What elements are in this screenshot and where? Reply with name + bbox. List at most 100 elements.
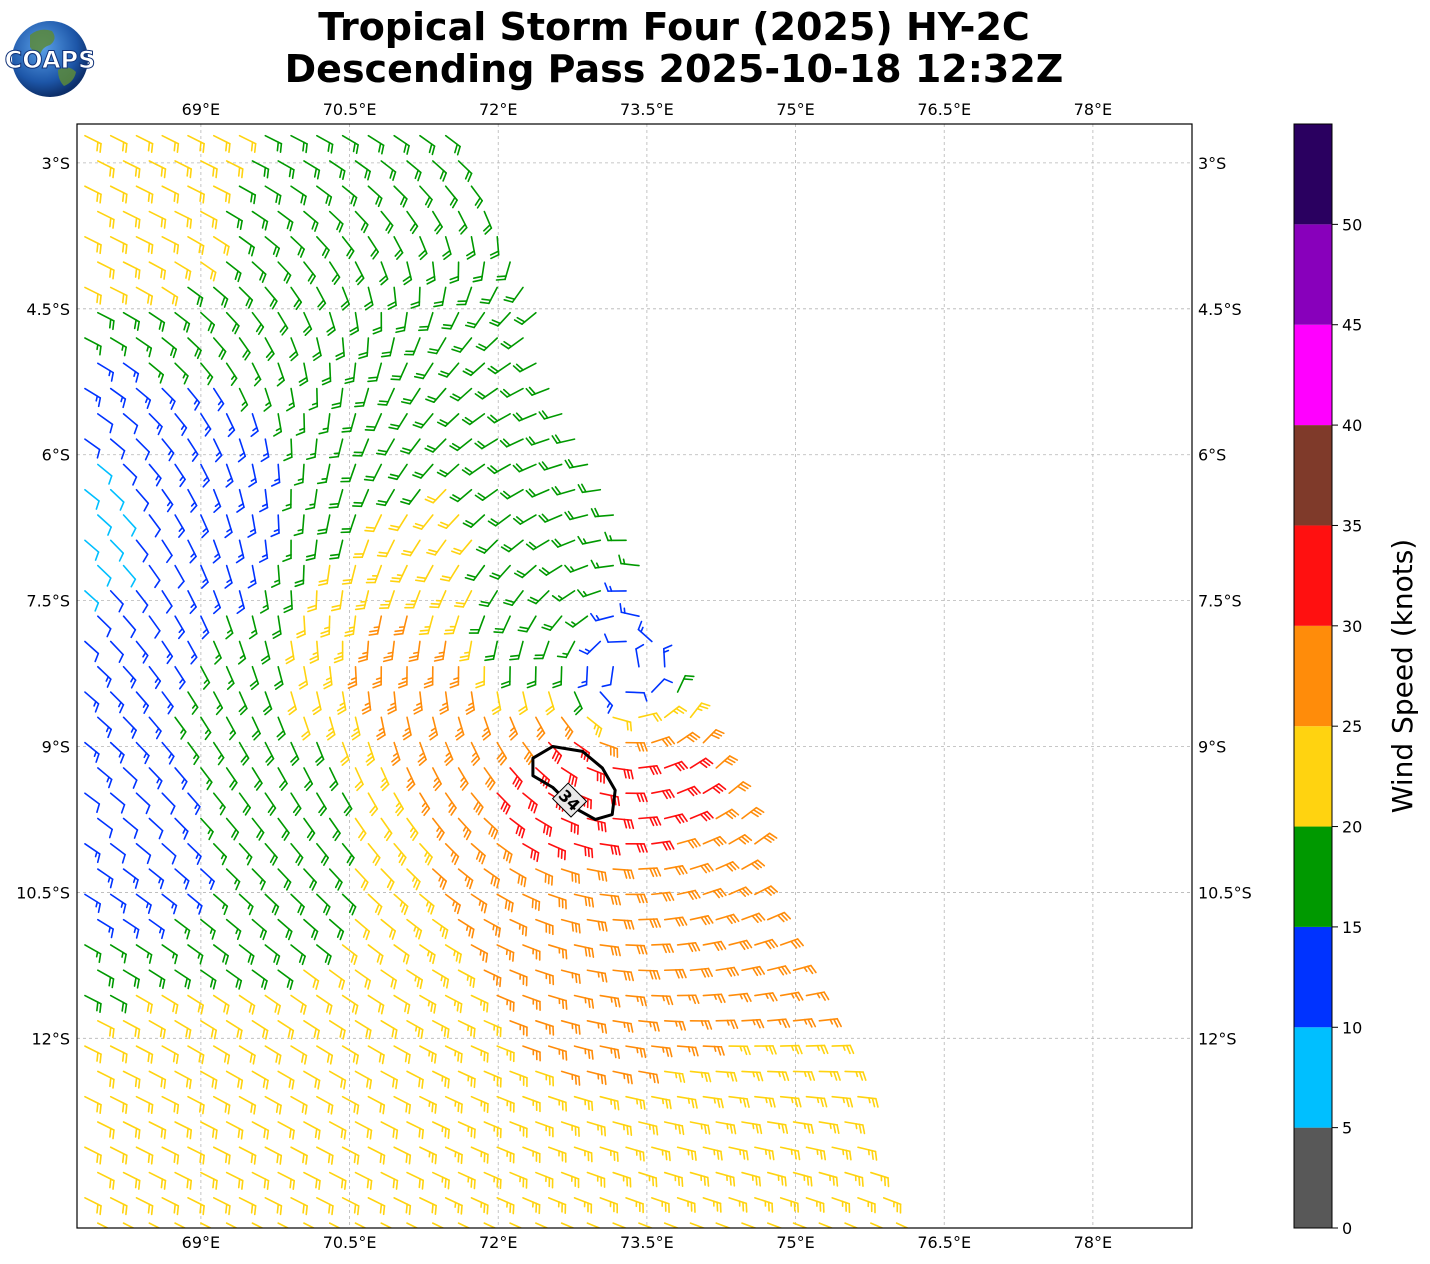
wind-barb xyxy=(341,564,357,585)
wind-barb xyxy=(844,1070,867,1081)
barb-half-feather xyxy=(220,853,225,860)
wind-barb xyxy=(509,918,528,937)
barb-feather xyxy=(389,169,394,179)
barb-feather xyxy=(444,1076,447,1088)
barb-feather xyxy=(587,896,591,907)
wind-barb xyxy=(326,716,336,741)
barb-feather xyxy=(639,742,645,752)
wind-barb xyxy=(612,868,635,880)
wind-barb xyxy=(715,1070,738,1082)
barb-feather xyxy=(392,758,401,766)
barb-half-feather xyxy=(337,651,344,655)
barb-feather xyxy=(342,303,350,311)
barb-feather xyxy=(244,806,251,816)
wind-barb xyxy=(161,387,176,410)
barb-feather xyxy=(427,856,433,866)
barb-feather xyxy=(498,754,506,763)
barb-feather xyxy=(293,481,304,486)
barb-feather xyxy=(517,873,521,884)
barb-feather xyxy=(604,921,608,932)
barb-half-feather xyxy=(433,776,439,782)
barb-half-feather xyxy=(206,778,211,785)
barb-feather xyxy=(487,466,496,475)
barb-shaft xyxy=(135,792,151,807)
barb-feather xyxy=(732,1176,736,1187)
wind-barb xyxy=(349,311,360,336)
barb-feather xyxy=(366,425,377,428)
barb-feather xyxy=(112,1129,115,1140)
wind-barb xyxy=(412,413,434,429)
wind-barb xyxy=(225,918,242,941)
barb-feather xyxy=(268,1231,269,1239)
barb-feather xyxy=(739,941,746,951)
barb-feather xyxy=(163,1179,167,1190)
barb-feather xyxy=(491,319,502,325)
wind-barb xyxy=(715,1019,739,1030)
barb-feather xyxy=(439,169,445,180)
wind-barb xyxy=(303,1222,316,1228)
wind-barb xyxy=(503,286,524,303)
barb-feather xyxy=(410,304,421,309)
barb-feather xyxy=(474,393,484,400)
barb-feather xyxy=(858,1123,862,1134)
barb-feather xyxy=(377,403,388,406)
barb-shaft xyxy=(607,640,627,643)
barb-half-feather xyxy=(398,851,403,858)
barb-feather xyxy=(565,1050,568,1061)
barb-feather xyxy=(340,1077,344,1088)
barb-feather xyxy=(426,279,436,285)
wind-barb xyxy=(161,185,180,204)
wind-barb xyxy=(161,1197,180,1216)
barb-feather xyxy=(198,243,202,254)
barb-feather xyxy=(568,773,572,784)
barb-feather xyxy=(223,1052,228,1063)
barb-half-feather xyxy=(226,629,233,634)
barb-feather xyxy=(112,1179,115,1190)
barb-feather xyxy=(410,301,421,306)
colorbar-segment xyxy=(1294,826,1332,927)
wind-barb xyxy=(336,691,347,715)
wind-barb xyxy=(212,994,230,1015)
wind-barb xyxy=(525,436,550,446)
barb-feather xyxy=(475,850,481,860)
barb-half-feather xyxy=(868,1097,871,1104)
barb-half-feather xyxy=(803,1070,807,1078)
barb-feather xyxy=(771,938,779,948)
barb-feather xyxy=(742,1045,748,1056)
barb-feather xyxy=(546,708,555,716)
barb-feather xyxy=(413,705,423,712)
wind-barb xyxy=(741,912,766,924)
barb-feather xyxy=(274,679,283,687)
barb-feather xyxy=(349,329,360,336)
wind-barb xyxy=(212,842,228,866)
barb-feather xyxy=(490,414,499,422)
barb-feather xyxy=(258,557,269,563)
wind-barb xyxy=(533,640,550,660)
barb-feather xyxy=(442,976,447,987)
wind-barb xyxy=(277,160,295,180)
wind-barb xyxy=(212,387,225,412)
barb-half-feather xyxy=(713,1045,717,1052)
barb-feather xyxy=(461,782,469,791)
barb-feather xyxy=(134,1026,138,1037)
barb-feather xyxy=(590,559,597,569)
barb-feather xyxy=(427,496,437,501)
wind-barb xyxy=(419,944,436,965)
barb-half-feather xyxy=(570,566,575,572)
colorbar-segment xyxy=(1294,124,1332,225)
barb-feather xyxy=(502,438,511,447)
barb-feather xyxy=(290,755,298,763)
barb-feather xyxy=(322,680,333,686)
wind-barb xyxy=(352,488,370,508)
wind-barb xyxy=(84,994,102,1014)
wind-barb xyxy=(122,362,140,383)
wind-barb xyxy=(573,994,595,1009)
barb-feather xyxy=(171,294,176,305)
wind-barb xyxy=(459,640,473,662)
barb-feather xyxy=(174,954,178,965)
barb-half-feather xyxy=(95,901,99,908)
wind-barb xyxy=(535,1121,554,1138)
barb-feather xyxy=(751,915,759,924)
wind-barb xyxy=(560,868,581,884)
barb-feather xyxy=(188,1029,192,1040)
